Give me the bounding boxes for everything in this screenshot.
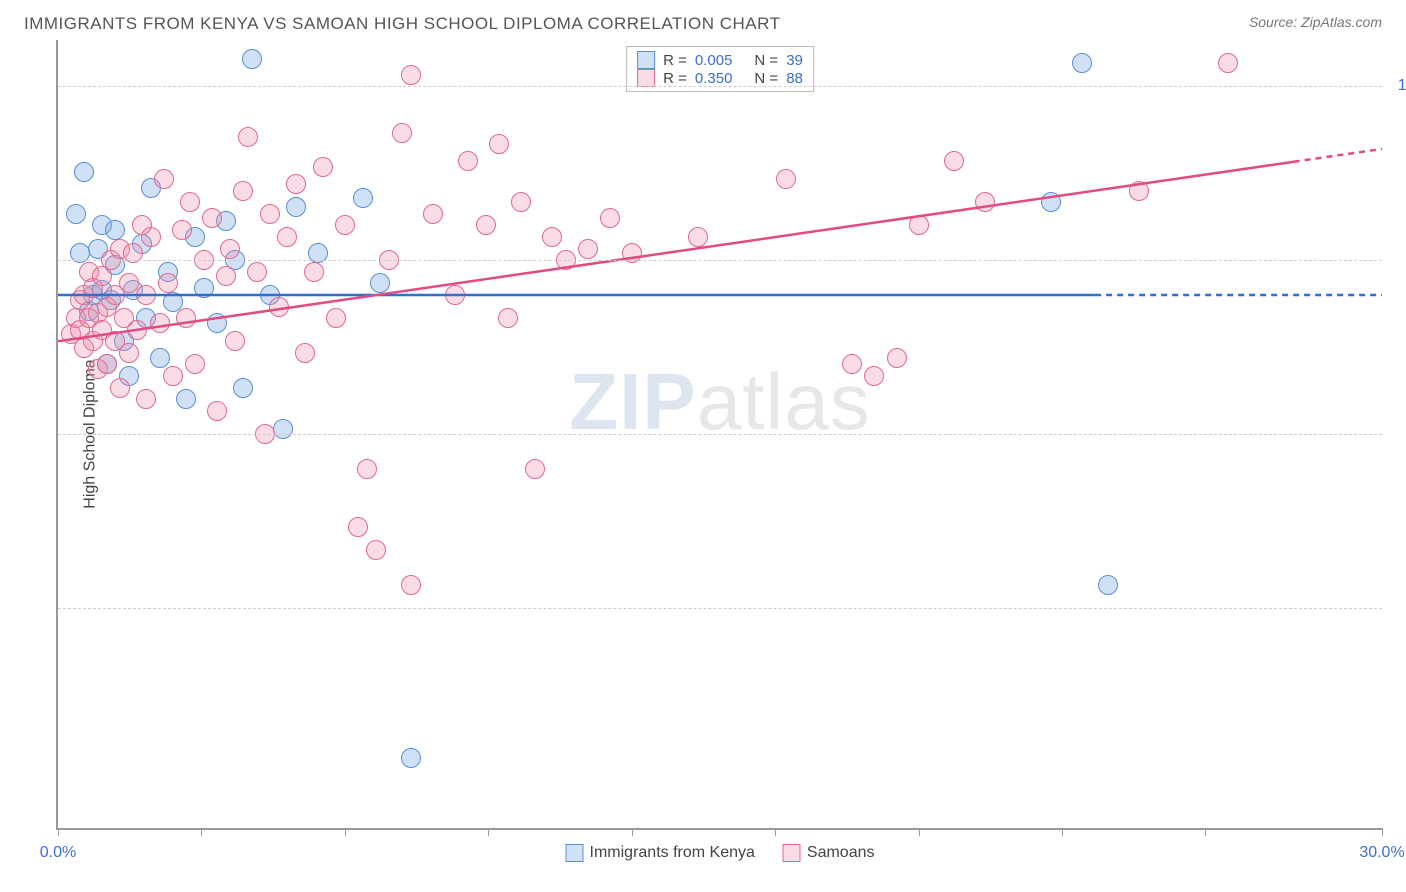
x-tick bbox=[201, 828, 202, 836]
y-tick-label: 92.5% bbox=[1392, 251, 1406, 269]
gridline-h bbox=[58, 608, 1382, 609]
legend-series-label: Samoans bbox=[807, 844, 875, 861]
legend-n-value: 39 bbox=[786, 52, 803, 69]
legend-series-item: Immigrants from Kenya bbox=[566, 844, 755, 862]
gridline-h bbox=[58, 434, 1382, 435]
x-tick bbox=[488, 828, 489, 836]
legend-swatch bbox=[637, 69, 655, 87]
header: IMMIGRANTS FROM KENYA VS SAMOAN HIGH SCH… bbox=[0, 0, 1406, 40]
legend-series: Immigrants from Kenya Samoans bbox=[566, 844, 875, 862]
chart-area: High School Diploma ZIPatlas R =0.005N =… bbox=[56, 40, 1382, 830]
legend-r-value: 0.005 bbox=[695, 52, 733, 69]
y-tick-label: 100.0% bbox=[1392, 77, 1406, 95]
source-name: ZipAtlas.com bbox=[1301, 14, 1382, 30]
source-prefix: Source: bbox=[1249, 14, 1301, 30]
y-tick-label: 77.5% bbox=[1392, 599, 1406, 617]
source-attribution: Source: ZipAtlas.com bbox=[1249, 14, 1382, 30]
legend-n-label: N = bbox=[754, 70, 778, 87]
trend-line-solid bbox=[58, 162, 1294, 342]
legend-stats-row: R = 0.005 N = 39 bbox=[637, 51, 803, 69]
x-tick-label: 30.0% bbox=[1359, 844, 1404, 862]
legend-r-value: 0.350 bbox=[695, 70, 733, 87]
legend-r-label: R = bbox=[663, 52, 687, 69]
x-tick bbox=[1382, 828, 1383, 836]
legend-swatch bbox=[566, 844, 584, 862]
legend-stats-row: R = 0.350 N = 88 bbox=[637, 69, 803, 87]
trend-line-dashed bbox=[1294, 149, 1382, 162]
legend-n-value: 88 bbox=[786, 70, 803, 87]
gridline-h bbox=[58, 86, 1382, 87]
x-tick bbox=[1062, 828, 1063, 836]
chart-title: IMMIGRANTS FROM KENYA VS SAMOAN HIGH SCH… bbox=[24, 14, 780, 34]
x-tick bbox=[775, 828, 776, 836]
legend-series-label: Immigrants from Kenya bbox=[590, 844, 755, 861]
legend-swatch bbox=[637, 51, 655, 69]
x-tick bbox=[1205, 828, 1206, 836]
legend-r-label: R = bbox=[663, 70, 687, 87]
legend-stats: R = 0.005 N = 39 R = 0.350 N = 88 bbox=[626, 46, 814, 92]
x-tick bbox=[58, 828, 59, 836]
gridline-h bbox=[58, 260, 1382, 261]
x-tick bbox=[632, 828, 633, 836]
x-tick bbox=[919, 828, 920, 836]
legend-swatch bbox=[783, 844, 801, 862]
y-tick-label: 85.0% bbox=[1392, 425, 1406, 443]
legend-series-item: Samoans bbox=[783, 844, 875, 862]
legend-n-label: N = bbox=[754, 52, 778, 69]
x-tick-label: 0.0% bbox=[40, 844, 76, 862]
x-tick bbox=[345, 828, 346, 836]
